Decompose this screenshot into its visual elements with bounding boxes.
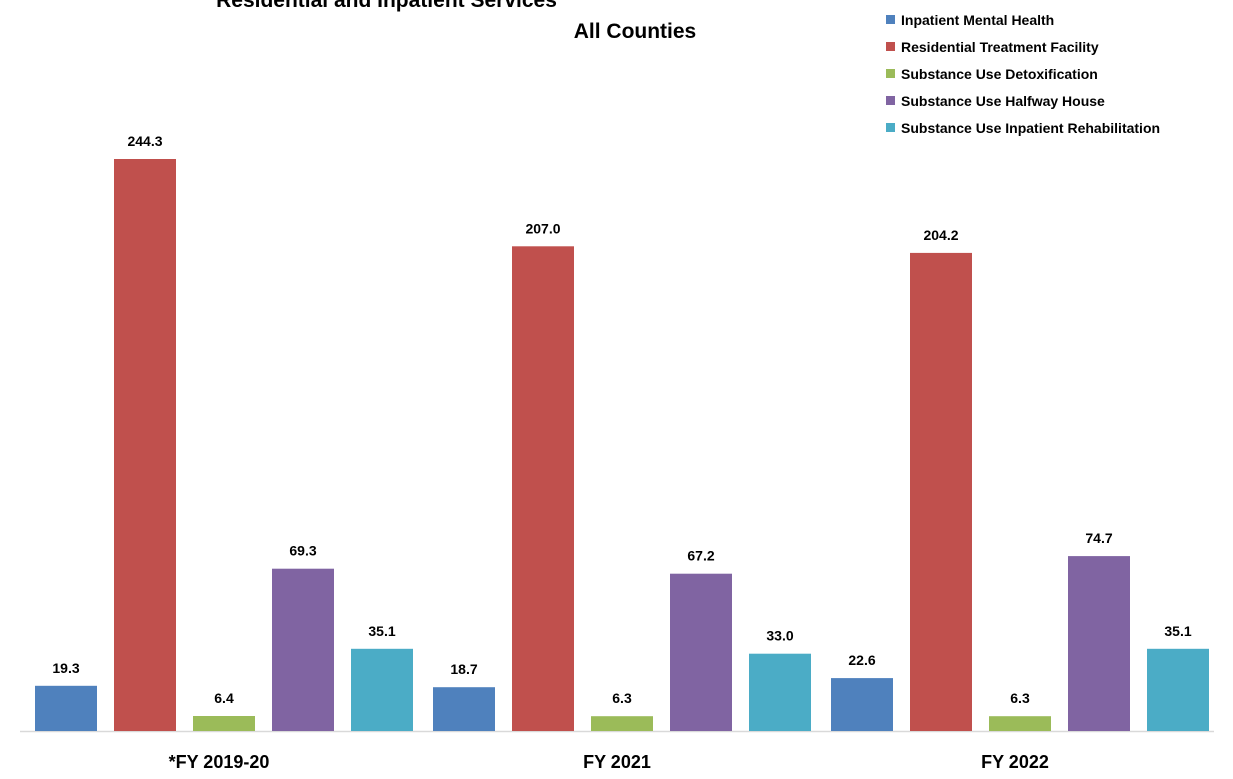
data-label: 22.6 xyxy=(848,652,875,668)
bar-substance-use-inpatient-rehabilitation-3 xyxy=(1147,648,1209,731)
data-label: 244.3 xyxy=(127,133,162,149)
data-label: 35.1 xyxy=(1164,623,1191,639)
data-label: 67.2 xyxy=(687,548,714,564)
bar-residential-treatment-facility-1 xyxy=(114,159,176,731)
data-label: 69.3 xyxy=(289,543,316,559)
data-label: 6.3 xyxy=(612,690,632,706)
bar-substance-use-detoxification-3 xyxy=(989,716,1051,731)
bar-residential-treatment-facility-2 xyxy=(512,246,574,732)
data-label: 19.3 xyxy=(52,660,79,676)
bar-inpatient-mental-health-2 xyxy=(433,687,495,731)
x-tick-label: *FY 2019-20 xyxy=(169,752,270,772)
legend-item-residential-treatment-facility: Residential Treatment Facility xyxy=(886,33,1160,60)
chart-subtitle: All Counties xyxy=(573,20,697,43)
legend-item-substance-use-inpatient-rehabilitation: Substance Use Inpatient Rehabilitation xyxy=(886,114,1160,141)
legend-label: Substance Use Inpatient Rehabilitation xyxy=(901,119,1161,136)
data-label: 207.0 xyxy=(525,220,560,236)
legend-label: Substance Use Halfway House xyxy=(901,92,1105,109)
data-label: 33.0 xyxy=(766,628,793,644)
legend-swatch xyxy=(886,42,895,51)
bar-inpatient-mental-health-3 xyxy=(831,678,893,731)
legend-swatch xyxy=(886,15,895,24)
legend-swatch xyxy=(886,69,895,78)
data-label: 6.4 xyxy=(214,690,234,706)
legend-item-substance-use-halfway-house: Substance Use Halfway House xyxy=(886,87,1160,114)
legend-item-inpatient-mental-health: Inpatient Mental Health xyxy=(886,6,1160,33)
bar-substance-use-inpatient-rehabilitation-1 xyxy=(351,648,413,731)
x-tick-label: FY 2022 xyxy=(981,752,1049,772)
bar-substance-use-halfway-house-3 xyxy=(1068,556,1130,731)
bar-substance-use-inpatient-rehabilitation-2 xyxy=(749,653,811,731)
data-label: 204.2 xyxy=(923,227,958,243)
legend-label: Inpatient Mental Health xyxy=(901,11,1055,28)
bar-substance-use-halfway-house-1 xyxy=(272,568,334,731)
bar-substance-use-detoxification-2 xyxy=(591,716,653,731)
bar-substance-use-halfway-house-2 xyxy=(670,573,732,731)
bar-inpatient-mental-health-1 xyxy=(35,685,97,731)
data-label: 35.1 xyxy=(368,623,395,639)
legend-label: Residential Treatment Facility xyxy=(901,38,1099,55)
data-label: 6.3 xyxy=(1010,690,1030,706)
x-tick-label: FY 2021 xyxy=(583,752,651,772)
legend-swatch xyxy=(886,96,895,105)
legend: Inpatient Mental Health Residential Treat… xyxy=(886,6,1160,141)
bar-residential-treatment-facility-3 xyxy=(910,252,972,731)
chart-title: Residential and Inpatient Services xyxy=(216,0,557,12)
legend-label: Substance Use Detoxification xyxy=(901,65,1098,82)
bar-substance-use-detoxification-1 xyxy=(193,716,255,731)
legend-item-substance-use-detoxification: Substance Use Detoxification xyxy=(886,60,1160,87)
data-label: 74.7 xyxy=(1085,530,1112,546)
legend-swatch xyxy=(886,123,895,132)
data-label: 18.7 xyxy=(450,661,477,677)
